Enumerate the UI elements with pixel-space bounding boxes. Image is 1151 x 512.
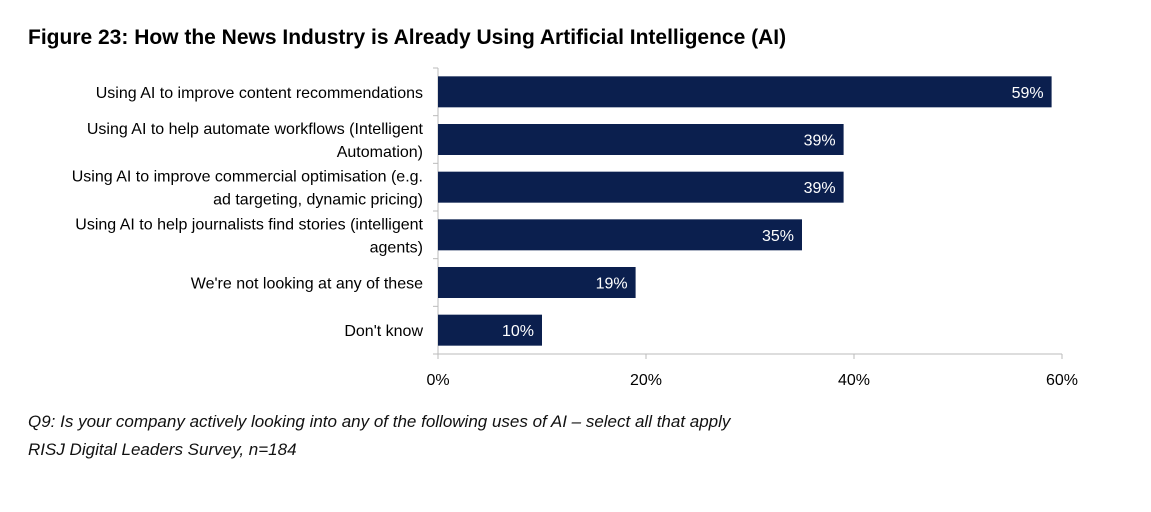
bar: [438, 267, 636, 298]
bar: [438, 124, 844, 155]
question-note: Q9: Is your company actively looking int…: [28, 412, 731, 431]
data-label: 10%: [502, 323, 534, 340]
bar: [438, 171, 844, 203]
chart-title: Figure 23: How the News Industry is Alre…: [28, 26, 787, 49]
category-label: We're not looking at any of these: [191, 276, 423, 293]
category-label: agents): [370, 239, 423, 256]
data-label: 19%: [596, 276, 628, 293]
data-label: 59%: [1012, 85, 1044, 102]
bar: [438, 76, 1052, 108]
category-label: Using AI to improve content recommendati…: [96, 85, 423, 102]
x-tick-label: 20%: [630, 372, 662, 389]
category-label: Using AI to help automate workflows (Int…: [87, 121, 424, 138]
data-label: 39%: [804, 133, 836, 150]
x-tick-label: 60%: [1046, 372, 1078, 389]
bar: [438, 219, 802, 251]
category-label: ad targeting, dynamic pricing): [213, 192, 423, 209]
bar: [438, 314, 542, 346]
x-tick-label: 40%: [838, 372, 870, 389]
data-label: 39%: [804, 180, 836, 197]
category-label: Automation): [337, 144, 423, 161]
source-note: RISJ Digital Leaders Survey, n=184: [28, 440, 297, 459]
category-label: Using AI to improve commercial optimisat…: [72, 169, 423, 186]
x-tick-label: 0%: [426, 372, 449, 389]
data-label: 35%: [762, 228, 794, 245]
category-label: Using AI to help journalists find storie…: [75, 216, 423, 233]
category-label: Don't know: [344, 323, 423, 340]
